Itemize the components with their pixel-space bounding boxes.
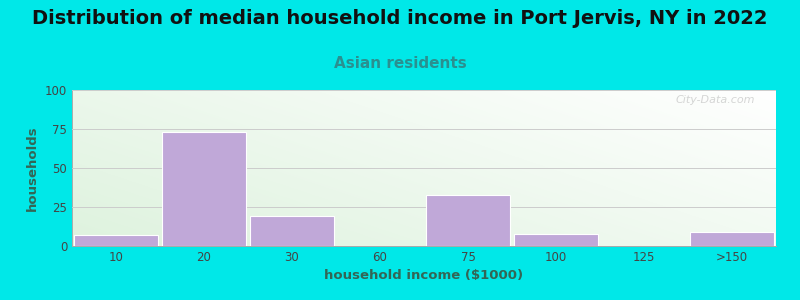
Bar	[514, 233, 598, 246]
Bar	[250, 216, 334, 246]
Bar	[74, 235, 158, 246]
Bar	[426, 194, 510, 246]
Text: City-Data.com: City-Data.com	[675, 95, 755, 105]
Bar	[690, 232, 774, 246]
Y-axis label: households: households	[26, 125, 39, 211]
Text: Asian residents: Asian residents	[334, 56, 466, 70]
Text: Distribution of median household income in Port Jervis, NY in 2022: Distribution of median household income …	[32, 9, 768, 28]
Bar	[162, 132, 246, 246]
X-axis label: household income ($1000): household income ($1000)	[325, 269, 523, 282]
